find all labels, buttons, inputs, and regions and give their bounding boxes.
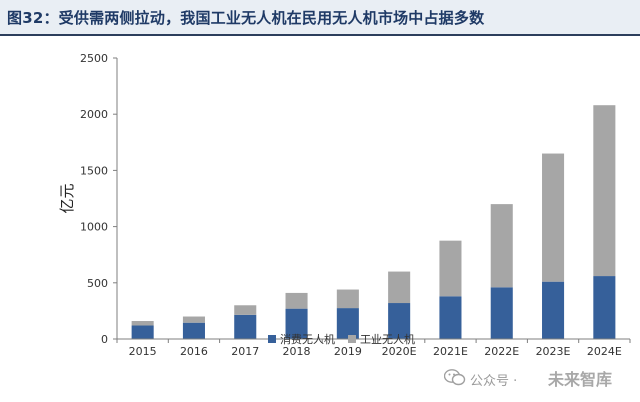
watermark: 公众号 · 未来智库 (444, 364, 636, 394)
bar-industrial-2020e (388, 271, 411, 304)
bar-industrial-2021e (439, 240, 462, 297)
bar-consumer-2021e (439, 296, 462, 339)
x-tick-label: 2022E (484, 345, 519, 358)
wechat-icon (444, 369, 466, 386)
x-tick-label: 2023E (536, 345, 571, 358)
legend-swatch-consumer (268, 335, 276, 343)
y-tick-label: 1000 (80, 221, 108, 234)
x-tick-label: 2016 (180, 345, 208, 358)
stacked-bar-chart: 0 500 1000 1500 2000 2500 亿元 2015 2016 2017 2018 20… (58, 52, 631, 358)
y-tick-label: 500 (87, 277, 108, 290)
bar-industrial-2019 (336, 289, 359, 309)
bar-industrial-2023e (542, 153, 565, 282)
title-bar: 图32：受供需两侧拉动，我国工业无人机在民用无人机市场中占据多数 (0, 0, 640, 36)
x-tick-label: 2021E (433, 345, 468, 358)
bar-consumer-2022e (490, 287, 513, 339)
bar-industrial-2022e (490, 204, 513, 288)
watermark-account: 公众号 · (470, 374, 518, 389)
y-tick-label: 0 (101, 333, 108, 346)
bar-industrial-2018 (285, 292, 308, 309)
y-axis-title: 亿元 (58, 183, 76, 213)
legend-label-industrial: 工业无人机 (360, 332, 415, 346)
x-tick-label: 2020E (382, 345, 417, 358)
x-tick-label: 2018 (283, 345, 311, 358)
x-tick-label: 2024E (587, 345, 622, 358)
bar-consumer-2016 (182, 322, 205, 339)
legend-swatch-industrial (348, 335, 356, 343)
bar-consumer-2018 (285, 308, 308, 339)
y-tick-label: 1500 (80, 164, 108, 177)
figure-title: 图32：受供需两侧拉动，我国工业无人机在民用无人机市场中占据多数 (7, 9, 485, 27)
y-tick-label: 2500 (80, 52, 108, 65)
watermark-name: 未来智库 (548, 370, 613, 389)
bar-industrial-2024e (593, 105, 616, 277)
y-tick-label: 2000 (80, 108, 108, 121)
x-tick-label: 2019 (334, 345, 362, 358)
x-tick-label: 2015 (129, 345, 157, 358)
bar-consumer-2020e (388, 303, 411, 339)
bar-industrial-2017 (234, 305, 257, 315)
bar-industrial-2015 (131, 321, 154, 326)
bar-industrial-2016 (182, 316, 205, 323)
x-tick-label: 2017 (231, 345, 259, 358)
bar-consumer-2023e (542, 281, 565, 339)
legend-label-consumer: 消费无人机 (280, 332, 335, 346)
bar-consumer-2019 (336, 308, 359, 339)
bar-consumer-2015 (131, 325, 154, 339)
bar-consumer-2017 (234, 314, 257, 339)
bar-consumer-2024e (593, 276, 616, 339)
